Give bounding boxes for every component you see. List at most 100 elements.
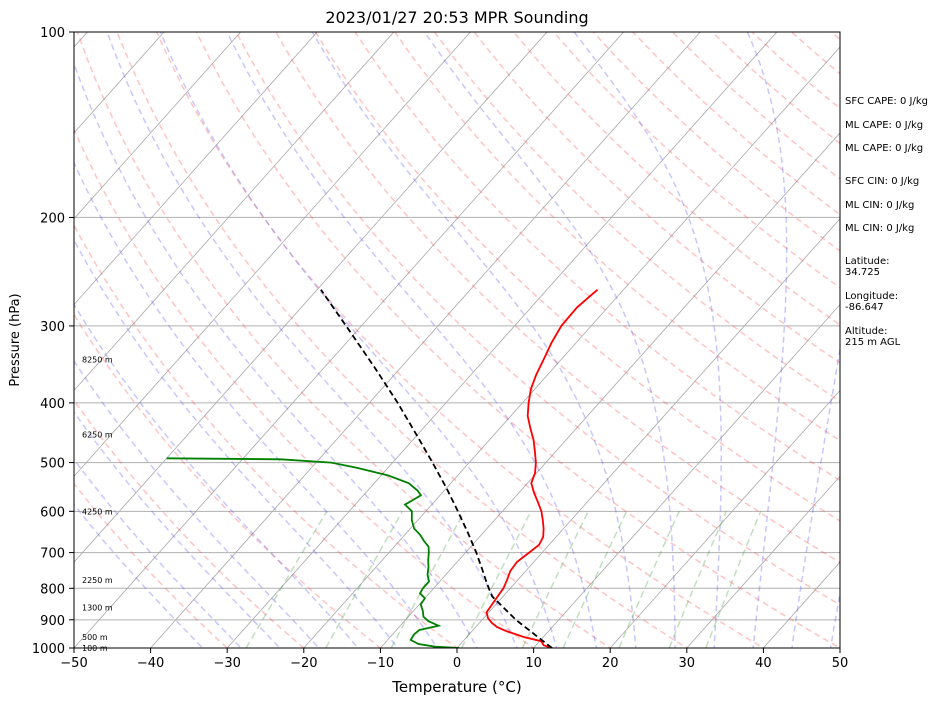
isotherm-line — [74, 32, 318, 306]
x-tick-label: −40 — [137, 656, 164, 671]
dry-adiabat — [74, 223, 459, 648]
x-tick-label: −50 — [60, 656, 87, 671]
dry-adiabat — [155, 32, 765, 648]
mixing-ratio-line — [245, 510, 328, 648]
height-label: 500 m — [82, 633, 108, 642]
y-tick-label: 400 — [40, 397, 65, 412]
longitude-label: Longitude: — [845, 291, 898, 302]
x-tick-label: 40 — [755, 656, 772, 671]
axes: −50 −40 −30 −20 −10 0 10 20 30 40 50 100 200 300 400 50… — [32, 26, 848, 671]
moist-adiabat — [74, 161, 439, 648]
latitude-value: 34.725 — [845, 267, 880, 278]
y-tick-label: 900 — [40, 614, 65, 629]
altitude-label: Altitude: — [845, 326, 887, 337]
y-axis-label: Pressure (hPa) — [8, 293, 23, 386]
x-tick-label: −10 — [367, 656, 394, 671]
isotherm-line — [379, 132, 840, 648]
dry-adiabat — [354, 32, 840, 482]
altitude-value: 215 m AGL — [845, 337, 901, 348]
ml-cape-text: ML CAPE: 0 J/kg — [845, 120, 923, 131]
mixing-ratio-line — [521, 510, 589, 648]
dry-adiabat — [74, 313, 382, 648]
x-tick-label: −20 — [290, 656, 317, 671]
height-label: 2250 m — [82, 576, 113, 585]
dry-adiabat — [76, 32, 612, 648]
x-tick-label: 10 — [525, 656, 542, 671]
isotherm-line — [609, 389, 840, 648]
ml-cin-text-2: ML CIN: 0 J/kg — [845, 223, 914, 234]
moist-adiabat — [159, 32, 558, 648]
x-tick-label: 30 — [679, 656, 696, 671]
dry-adiabat — [274, 32, 840, 564]
isotherm-line — [74, 32, 165, 134]
mixing-ratio-line — [461, 510, 532, 648]
isotherm-line — [456, 218, 840, 648]
moist-adiabat — [74, 458, 243, 648]
isotherm-line — [74, 32, 625, 648]
isotherm-line — [74, 32, 471, 477]
isotherm-line — [74, 32, 395, 392]
y-tick-label: 300 — [40, 320, 65, 335]
moist-adiabat — [74, 410, 281, 648]
isotherm-line — [74, 32, 242, 220]
moist-adiabat — [829, 589, 840, 648]
moist-adiabat — [423, 32, 676, 648]
dry-adiabat — [512, 32, 840, 326]
y-tick-label: 800 — [40, 582, 65, 597]
sfc-cin-text: SFC CIN: 0 J/kg — [845, 176, 919, 187]
isotherm-line — [150, 32, 701, 648]
moist-adiabat — [74, 238, 399, 648]
x-tick-label: 20 — [602, 656, 619, 671]
y-tick-label: 100 — [40, 26, 65, 41]
dry-adiabat — [393, 32, 840, 442]
y-tick-label: 500 — [40, 457, 65, 472]
station-panel: Latitude: 34.725 Longitude: -86.647 Alti… — [845, 256, 901, 348]
moist-adiabat — [226, 32, 598, 648]
moist-adiabat — [791, 344, 840, 648]
longitude-value: -86.647 — [845, 302, 884, 313]
dry-adiabat — [74, 127, 535, 648]
sfc-cape-text: SFC CAPE: 0 J/kg — [845, 96, 928, 107]
y-tick-label: 1000 — [32, 642, 65, 657]
x-tick-label: 50 — [832, 656, 849, 671]
mixing-ratio-line — [325, 510, 403, 648]
moist-adiabat — [573, 32, 723, 648]
y-tick-label: 700 — [40, 547, 65, 562]
dry-adiabat — [74, 398, 305, 648]
temperature-line — [485, 289, 599, 648]
latitude-label: Latitude: — [845, 256, 890, 267]
isotherm-line — [303, 46, 840, 648]
height-label: 1300 m — [82, 604, 113, 613]
data-layer — [166, 289, 599, 648]
dry-adiabat — [552, 32, 840, 289]
dewpoint-line — [166, 457, 460, 648]
moist-adiabat — [746, 32, 788, 648]
dry-adiabat — [235, 32, 840, 606]
indices-panel: SFC CAPE: 0 J/kg ML CAPE: 0 J/kg ML CAPE… — [845, 96, 928, 234]
height-label: 4250 m — [82, 507, 113, 516]
isotherm-line — [226, 32, 778, 648]
moist-adiabat — [74, 503, 204, 648]
x-axis-label: Temperature (°C) — [391, 678, 521, 696]
moist-adiabat — [311, 32, 637, 648]
x-tick-label: 0 — [453, 656, 461, 671]
isotherm-line — [74, 32, 548, 563]
dry-adiabat — [195, 32, 840, 648]
dry-adiabat — [433, 32, 840, 403]
ml-cape-text-2: ML CAPE: 0 J/kg — [845, 143, 923, 154]
mixing-ratio-line — [705, 511, 762, 648]
parcel-line — [320, 289, 553, 648]
height-label: 6250 m — [82, 430, 113, 439]
ml-cin-text: ML CIN: 0 J/kg — [845, 200, 914, 211]
x-tick-label: −30 — [213, 656, 240, 671]
moist-adiabat — [74, 359, 320, 648]
dry-adiabat — [74, 482, 229, 648]
height-label: 8250 m — [82, 355, 113, 364]
isotherm-line — [533, 303, 840, 648]
dry-adiabat — [116, 32, 689, 648]
isotherm-line — [686, 475, 840, 648]
y-tick-label: 200 — [40, 211, 65, 226]
chart-title: 2023/01/27 20:53 MPR Sounding — [325, 8, 588, 27]
